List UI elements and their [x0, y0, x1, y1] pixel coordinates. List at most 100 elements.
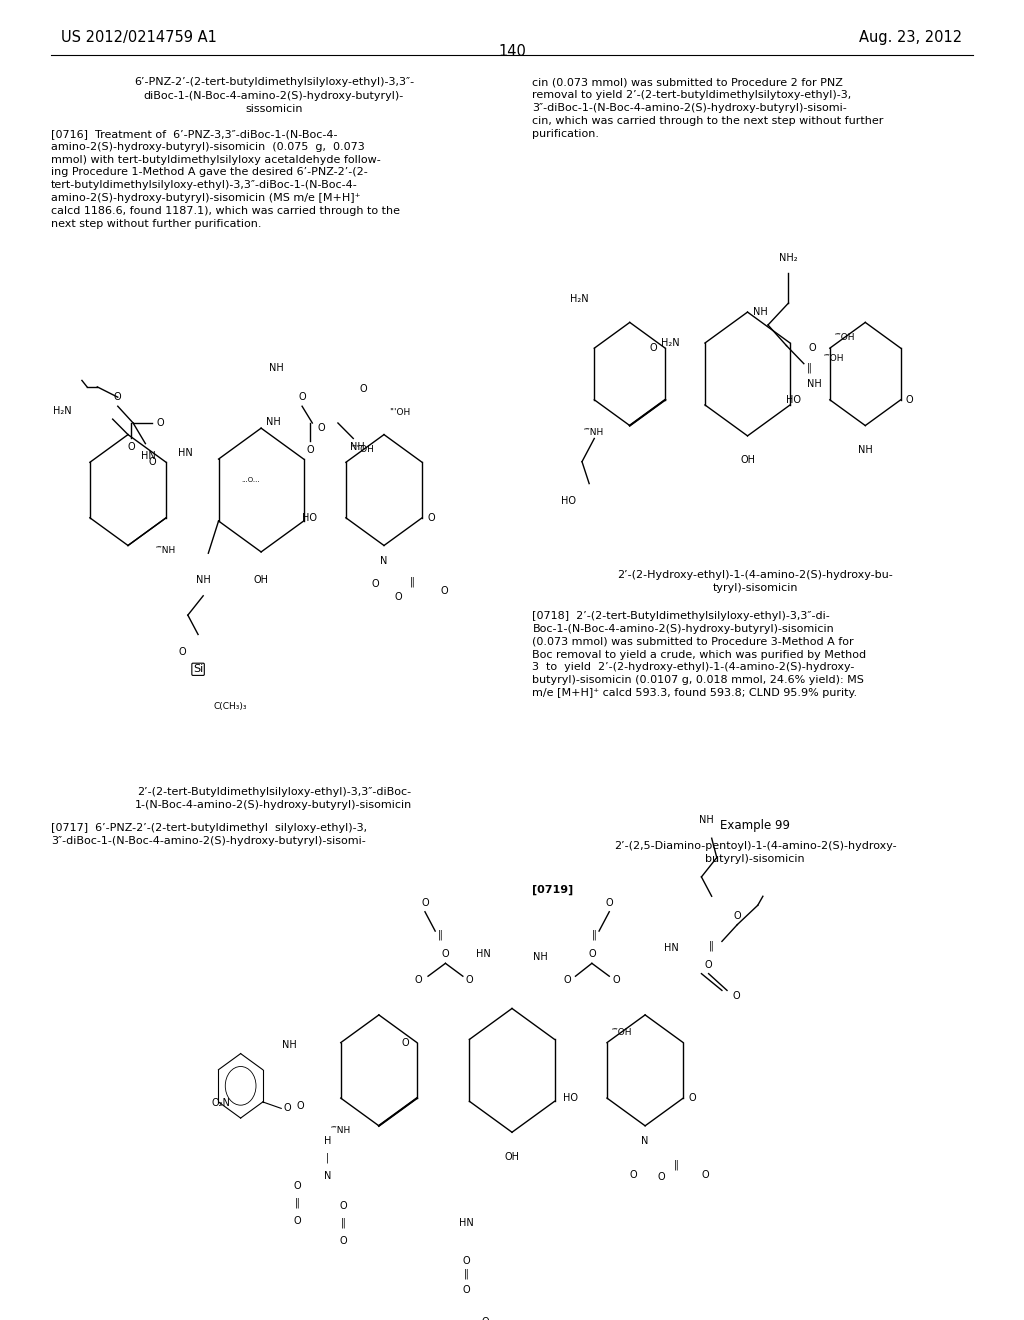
Text: ″″″OH: ″″″OH — [351, 445, 375, 454]
Text: O: O — [306, 445, 314, 455]
Text: OH: OH — [505, 1151, 519, 1162]
Text: O: O — [427, 512, 435, 523]
Text: N: N — [324, 1171, 332, 1181]
Text: H: H — [324, 1137, 332, 1146]
Text: '''OH: '''OH — [389, 408, 411, 417]
Text: O: O — [297, 1101, 304, 1111]
Text: ‖: ‖ — [592, 929, 596, 940]
Text: 2’-(2,5-Diamino-pentoyl)-1-(4-amino-2(S)-hydroxy-
butyryl)-sisomicin: 2’-(2,5-Diamino-pentoyl)-1-(4-amino-2(S)… — [613, 841, 897, 865]
Text: ″″OH: ″″OH — [835, 334, 855, 342]
Text: O: O — [462, 1257, 470, 1266]
Text: O: O — [359, 384, 368, 395]
Text: O: O — [462, 1284, 470, 1295]
Text: NH: NH — [699, 816, 714, 825]
Text: [0716]  Treatment of  6’-PNZ-3,3″-diBoc-1-(N-Boc-4-
amino-2(S)-hydroxy-butyryl)-: [0716] Treatment of 6’-PNZ-3,3″-diBoc-1-… — [51, 129, 400, 228]
Text: O: O — [157, 418, 164, 428]
Text: O: O — [732, 990, 739, 1001]
Text: O: O — [293, 1216, 301, 1226]
Text: O: O — [401, 1038, 409, 1048]
Text: 140: 140 — [498, 44, 526, 59]
Text: ″″NH: ″″NH — [156, 546, 176, 556]
Text: Example 99: Example 99 — [720, 818, 791, 832]
Text: H₂N: H₂N — [660, 338, 679, 348]
Text: O: O — [179, 647, 186, 657]
Text: O: O — [701, 1170, 709, 1180]
Text: NH: NH — [753, 308, 767, 317]
Text: O: O — [148, 457, 156, 467]
Text: NH: NH — [269, 363, 284, 372]
Text: O: O — [705, 960, 713, 970]
Text: O: O — [649, 343, 657, 354]
Text: O: O — [612, 975, 620, 985]
Text: ″″OH: ″″OH — [612, 1028, 633, 1036]
Text: O: O — [441, 949, 450, 960]
Text: HN: HN — [665, 942, 679, 953]
Text: C(CH₃)₃: C(CH₃)₃ — [213, 701, 247, 710]
Text: O: O — [564, 975, 571, 985]
Text: ‖: ‖ — [807, 362, 811, 372]
Text: O₂N: O₂N — [212, 1098, 230, 1107]
Text: O: O — [657, 1172, 665, 1183]
Text: OH: OH — [740, 455, 755, 465]
Text: O: O — [127, 442, 135, 453]
Text: ‖: ‖ — [438, 929, 442, 940]
Text: ‖: ‖ — [710, 940, 714, 950]
Text: O: O — [588, 949, 596, 960]
Text: Si: Si — [193, 664, 203, 675]
Text: O: O — [415, 975, 422, 985]
Text: NH: NH — [196, 576, 211, 585]
Text: [0717]  6’-PNZ-2’-(2-tert-butyldimethyl  silyloxy-ethyl)-3,
3″-diBoc-1-(N-Boc-4-: [0717] 6’-PNZ-2’-(2-tert-butyldimethyl s… — [51, 822, 368, 846]
Text: Aug. 23, 2012: Aug. 23, 2012 — [859, 29, 963, 45]
Text: O: O — [339, 1236, 347, 1246]
Text: O: O — [293, 1181, 301, 1192]
Text: H₂N: H₂N — [53, 407, 72, 416]
Text: NH: NH — [534, 952, 548, 962]
Text: O: O — [481, 1317, 488, 1320]
Text: NH: NH — [807, 379, 821, 389]
Text: N: N — [380, 556, 388, 566]
Text: [0719]: [0719] — [532, 884, 573, 895]
Text: O: O — [284, 1104, 291, 1113]
Text: ‖: ‖ — [341, 1217, 345, 1228]
Text: O: O — [906, 395, 913, 405]
Text: HN: HN — [476, 949, 490, 960]
Text: ‖: ‖ — [674, 1159, 678, 1170]
Text: ...O...: ...O... — [242, 477, 260, 483]
Text: O: O — [733, 911, 741, 920]
Text: HO: HO — [302, 512, 317, 523]
Text: O: O — [339, 1201, 347, 1210]
Text: O: O — [421, 898, 429, 908]
Text: O: O — [440, 586, 447, 595]
Text: O: O — [317, 424, 325, 433]
Text: HN: HN — [141, 451, 156, 462]
Text: ‖: ‖ — [295, 1199, 299, 1208]
Text: NH: NH — [283, 1040, 297, 1049]
Text: OH: OH — [254, 576, 268, 585]
Text: 2’-(2-Hydroxy-ethyl)-1-(4-amino-2(S)-hydroxy-bu-
tyryl)-sisomicin: 2’-(2-Hydroxy-ethyl)-1-(4-amino-2(S)-hyd… — [617, 570, 893, 593]
Text: HO: HO — [561, 496, 577, 507]
Text: HO: HO — [786, 395, 801, 405]
Text: O: O — [298, 392, 306, 403]
Text: ‖: ‖ — [411, 577, 415, 587]
Text: HN: HN — [178, 447, 193, 458]
Text: US 2012/0214759 A1: US 2012/0214759 A1 — [61, 29, 217, 45]
Text: ″″NH: ″″NH — [584, 428, 604, 437]
Text: O: O — [394, 593, 401, 602]
Text: ‖: ‖ — [464, 1269, 468, 1279]
Text: 6’-PNZ-2’-(2-tert-butyldimethylsilyloxy-ethyl)-3,3″-
diBoc-1-(N-Boc-4-amino-2(S): 6’-PNZ-2’-(2-tert-butyldimethylsilyloxy-… — [134, 78, 414, 114]
Text: [0718]  2’-(2-tert-Butyldimethylsilyloxy-ethyl)-3,3″-di-
Boc-1-(N-Boc-4-amino-2(: [0718] 2’-(2-tert-Butyldimethylsilyloxy-… — [532, 611, 866, 698]
Text: |: | — [326, 1152, 330, 1163]
Text: ″″NH: ″″NH — [331, 1126, 351, 1135]
Text: 2’-(2-tert-Butyldimethylsilyloxy-ethyl)-3,3″-diBoc-
1-(N-Boc-4-amino-2(S)-hydrox: 2’-(2-tert-Butyldimethylsilyloxy-ethyl)-… — [135, 787, 413, 810]
Text: H₂N: H₂N — [570, 294, 589, 304]
Text: NH: NH — [266, 417, 281, 426]
Text: HN: HN — [459, 1217, 473, 1228]
Text: NH: NH — [350, 442, 365, 453]
Text: O: O — [630, 1170, 637, 1180]
Text: N: N — [641, 1137, 649, 1146]
Text: O: O — [605, 898, 613, 908]
Text: O: O — [466, 975, 473, 985]
Text: O: O — [688, 1093, 696, 1104]
Text: cin (0.073 mmol) was submitted to Procedure 2 for PNZ
removal to yield 2’-(2-ter: cin (0.073 mmol) was submitted to Proced… — [532, 78, 884, 139]
Text: NH: NH — [858, 445, 872, 455]
